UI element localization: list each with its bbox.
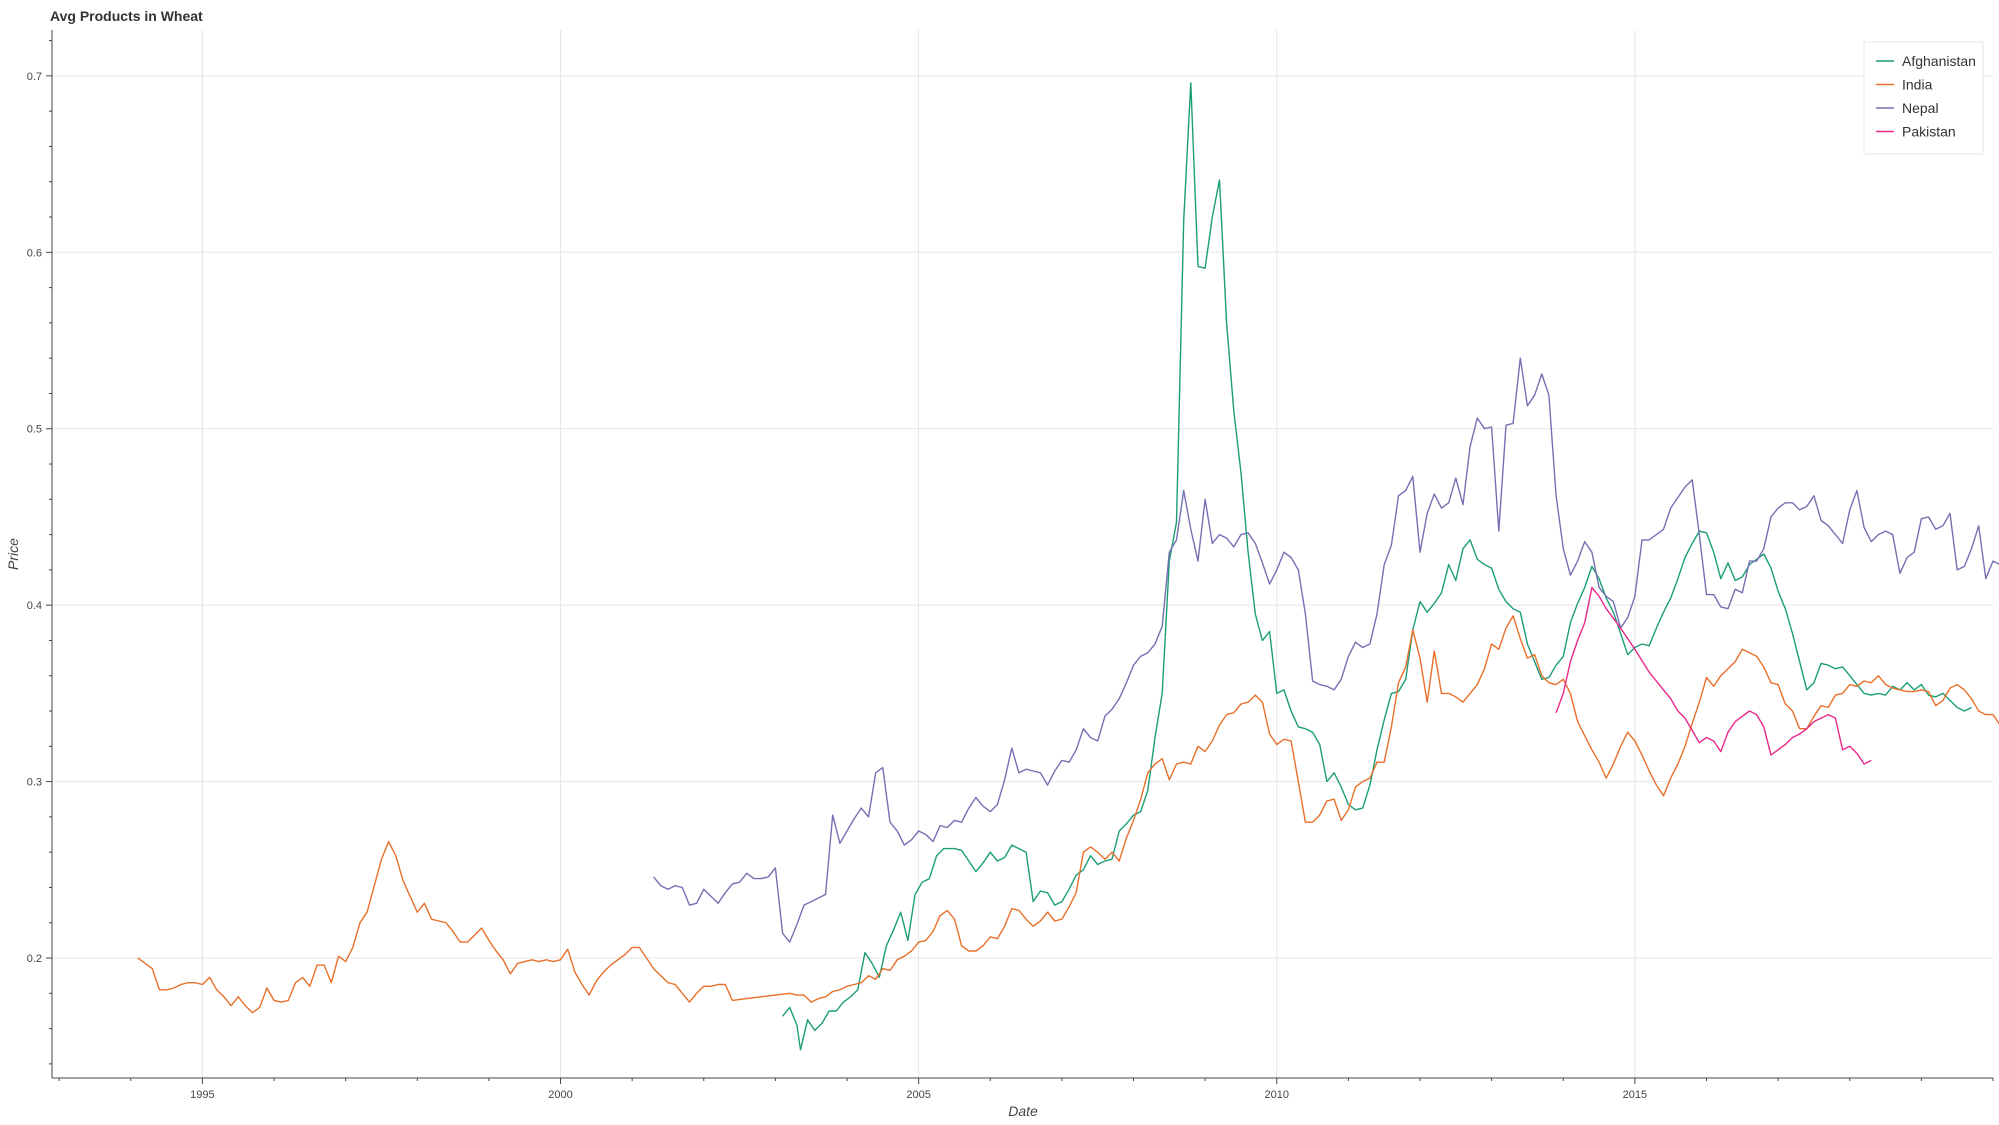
legend-label: Afghanistan [1902, 53, 1976, 69]
x-axis-label: Date [1008, 1103, 1038, 1119]
x-tick-label: 2005 [906, 1089, 930, 1101]
x-tick-label: 2015 [1623, 1089, 1647, 1101]
x-tick-label: 2000 [548, 1089, 572, 1101]
series-line-pakistan [1555, 586, 1872, 765]
series-line-india [137, 615, 1999, 1014]
y-tick-label: 0.4 [27, 600, 42, 612]
series-layer [137, 82, 1999, 1051]
legend-label: Pakistan [1902, 124, 1956, 140]
axes-layer: 0.2 0.3 0.4 0.5 0.6 0.7 1995 2000 2005 2010 2015 [27, 30, 1994, 1101]
series-line-nepal [653, 357, 1999, 943]
legend-label: Nepal [1902, 100, 1939, 116]
legend-label: India [1902, 77, 1933, 93]
y-tick-label: 0.6 [27, 247, 42, 259]
legend: Afghanistan India Nepal Pakistan [1863, 41, 1984, 155]
y-tick-label: 0.5 [27, 424, 42, 436]
y-tick-label: 0.7 [27, 71, 42, 83]
x-tick-label: 1995 [190, 1089, 214, 1101]
x-tick-label: 2010 [1265, 1089, 1289, 1101]
y-tick-label: 0.3 [27, 777, 42, 789]
chart-title: Avg Products in Wheat [50, 8, 203, 24]
y-axis-label: Price [5, 538, 21, 570]
series-line-afghanistan [782, 82, 1972, 1051]
grid-layer [52, 30, 1993, 1078]
y-tick-label: 0.2 [27, 953, 42, 965]
